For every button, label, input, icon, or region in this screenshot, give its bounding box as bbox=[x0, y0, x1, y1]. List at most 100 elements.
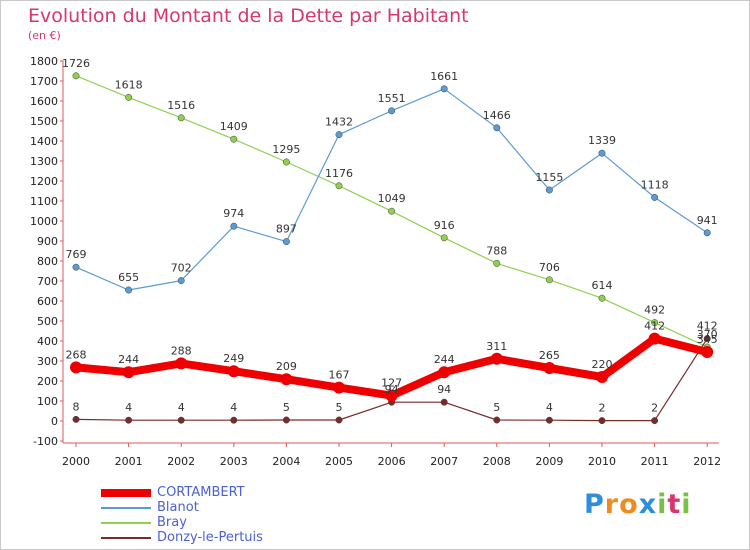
data-point bbox=[335, 416, 343, 424]
data-point bbox=[596, 371, 608, 383]
data-label: 1049 bbox=[378, 192, 406, 205]
data-label: 2 bbox=[599, 402, 606, 415]
y-tick-label: 100 bbox=[37, 395, 58, 408]
data-point bbox=[282, 416, 290, 424]
data-label: 127 bbox=[381, 377, 402, 390]
data-point bbox=[703, 229, 711, 237]
data-point bbox=[388, 207, 396, 215]
x-tick-label: 2002 bbox=[167, 455, 195, 468]
data-label: 974 bbox=[223, 207, 244, 220]
y-tick-label: 200 bbox=[37, 375, 58, 388]
series-line-blanot bbox=[75, 88, 708, 291]
data-label: 167 bbox=[329, 369, 350, 382]
data-point bbox=[230, 416, 238, 424]
y-tick-label: 1000 bbox=[30, 215, 58, 228]
data-label: 1176 bbox=[325, 167, 353, 180]
data-point bbox=[701, 346, 714, 358]
logo-letter: r bbox=[604, 489, 620, 520]
logo-letter: t bbox=[667, 489, 682, 520]
data-label: 655 bbox=[118, 271, 139, 284]
data-point bbox=[440, 85, 448, 93]
data-point bbox=[72, 415, 80, 423]
chart-title: Evolution du Montant de la Dette par Hab… bbox=[28, 5, 469, 27]
data-label: 5 bbox=[493, 401, 500, 414]
data-label: 1432 bbox=[325, 116, 353, 129]
data-label: 897 bbox=[276, 223, 297, 236]
data-point bbox=[545, 186, 553, 194]
data-label: 1618 bbox=[115, 78, 143, 91]
data-point bbox=[282, 158, 290, 166]
legend-item: CORTAMBERT bbox=[101, 485, 263, 500]
data-label: 2 bbox=[651, 402, 658, 415]
data-point bbox=[125, 286, 133, 294]
data-point bbox=[440, 234, 448, 242]
data-label: 345 bbox=[697, 333, 718, 346]
data-point bbox=[177, 114, 185, 122]
data-point bbox=[545, 416, 553, 424]
logo-letter: i bbox=[681, 489, 692, 520]
data-point bbox=[493, 416, 501, 424]
data-label: 702 bbox=[171, 262, 192, 275]
proxiti-logo: Proxiti bbox=[584, 489, 692, 520]
data-point bbox=[333, 381, 345, 394]
data-point bbox=[388, 107, 396, 115]
data-label: 412 bbox=[697, 320, 718, 333]
data-point bbox=[651, 417, 659, 425]
data-label: 492 bbox=[644, 304, 665, 317]
legend-label: CORTAMBERT bbox=[157, 485, 245, 500]
data-label: 412 bbox=[644, 320, 665, 333]
data-label: 249 bbox=[223, 352, 244, 365]
data-label: 94 bbox=[385, 383, 399, 396]
y-tick-label: 0 bbox=[51, 415, 58, 428]
data-label: 788 bbox=[486, 244, 507, 257]
legend-label: Blanot bbox=[157, 500, 199, 515]
data-label: 1409 bbox=[220, 120, 248, 133]
data-label: 706 bbox=[539, 261, 560, 274]
data-point bbox=[543, 362, 556, 374]
x-tick-label: 2010 bbox=[588, 455, 616, 468]
data-point bbox=[125, 416, 133, 424]
data-point bbox=[598, 294, 606, 302]
data-point bbox=[545, 276, 553, 284]
data-label: 288 bbox=[171, 344, 192, 357]
y-tick-label: 1600 bbox=[30, 95, 58, 108]
data-point bbox=[70, 361, 82, 374]
logo-letter: i bbox=[657, 489, 668, 520]
data-label: 1516 bbox=[167, 99, 195, 112]
data-point bbox=[282, 238, 290, 246]
x-tick-label: 2006 bbox=[378, 455, 406, 468]
x-tick-label: 2012 bbox=[693, 455, 721, 468]
data-label: 769 bbox=[66, 248, 87, 261]
data-label: 265 bbox=[539, 349, 560, 362]
data-label: 1466 bbox=[483, 109, 511, 122]
data-label: 4 bbox=[230, 401, 237, 414]
legend-label: Bray bbox=[157, 515, 187, 530]
data-point bbox=[125, 93, 133, 101]
x-tick-label: 2005 bbox=[325, 455, 353, 468]
data-label: 1155 bbox=[535, 171, 563, 184]
data-point bbox=[175, 357, 188, 370]
y-tick-label: 1700 bbox=[30, 75, 58, 88]
data-label: 1551 bbox=[378, 92, 406, 105]
data-label: 244 bbox=[118, 353, 139, 366]
y-tick-label: 1200 bbox=[30, 175, 58, 188]
data-point bbox=[335, 182, 343, 190]
legend-item: Donzy-le-Pertuis bbox=[101, 530, 263, 545]
y-tick-label: 1500 bbox=[30, 115, 58, 128]
legend-swatch bbox=[101, 521, 151, 524]
data-label: 4 bbox=[546, 401, 553, 414]
data-label: 1661 bbox=[430, 70, 458, 83]
data-point bbox=[651, 319, 659, 327]
data-label: 1295 bbox=[272, 143, 300, 156]
data-point bbox=[230, 222, 238, 230]
data-point bbox=[651, 193, 659, 201]
y-tick-label: 400 bbox=[37, 335, 58, 348]
data-label: 220 bbox=[592, 358, 613, 371]
data-point bbox=[648, 332, 661, 345]
legend-swatch bbox=[101, 506, 151, 509]
data-point bbox=[598, 149, 606, 157]
data-label: 244 bbox=[434, 353, 455, 366]
x-tick-label: 2001 bbox=[115, 455, 143, 468]
